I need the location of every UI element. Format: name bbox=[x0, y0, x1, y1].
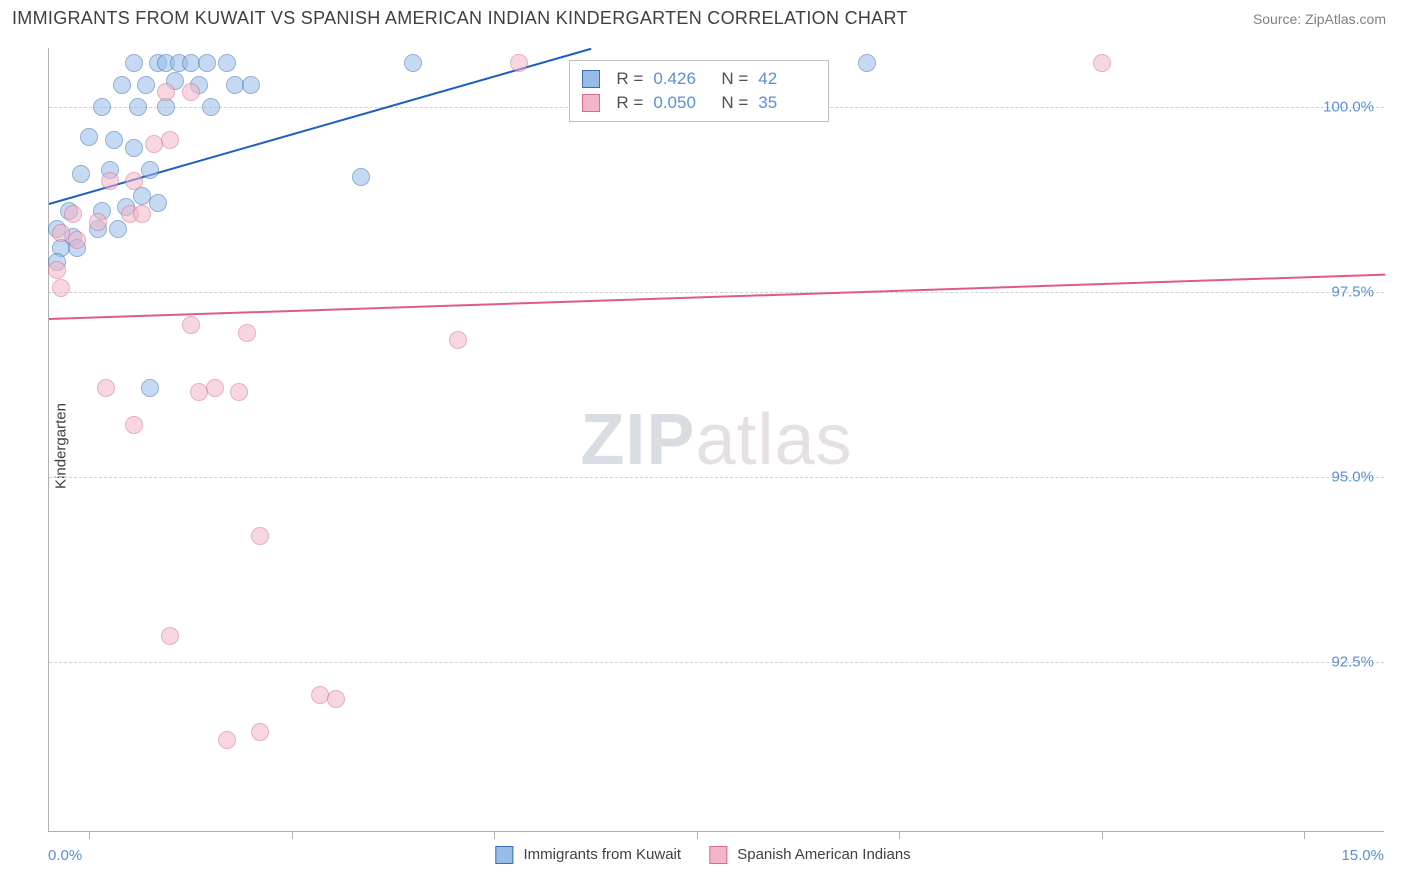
x-tick bbox=[292, 831, 293, 839]
bottom-legend: Immigrants from Kuwait Spanish American … bbox=[495, 846, 910, 864]
data-point bbox=[129, 98, 147, 116]
x-axis-min-label: 0.0% bbox=[48, 847, 82, 864]
legend-label-spanish: Spanish American Indians bbox=[737, 846, 910, 863]
data-point bbox=[141, 379, 159, 397]
y-tick-label: 95.0% bbox=[1331, 468, 1374, 485]
data-point bbox=[137, 76, 155, 94]
data-point bbox=[80, 128, 98, 146]
x-tick bbox=[1304, 831, 1305, 839]
correlation-row-kuwait: R = 0.426 N = 42 bbox=[582, 67, 816, 91]
watermark-part1: ZIP bbox=[580, 400, 695, 480]
data-point bbox=[97, 379, 115, 397]
data-point bbox=[311, 686, 329, 704]
correlation-legend: R = 0.426 N = 42 R = 0.050 N = 35 bbox=[569, 60, 829, 122]
data-point bbox=[238, 324, 256, 342]
legend-swatch-spanish bbox=[709, 846, 727, 864]
r-value-kuwait: 0.426 bbox=[653, 69, 711, 89]
data-point bbox=[198, 54, 216, 72]
data-point bbox=[101, 172, 119, 190]
data-point bbox=[404, 54, 422, 72]
correlation-swatch-kuwait bbox=[582, 70, 600, 88]
data-point bbox=[218, 54, 236, 72]
data-point bbox=[125, 416, 143, 434]
data-point bbox=[157, 83, 175, 101]
gridline-h bbox=[49, 662, 1384, 663]
correlation-swatch-spanish bbox=[582, 94, 600, 112]
x-tick bbox=[89, 831, 90, 839]
data-point bbox=[251, 723, 269, 741]
source-label: Source: bbox=[1253, 11, 1305, 27]
gridline-h bbox=[49, 292, 1384, 293]
data-point bbox=[125, 139, 143, 157]
data-point bbox=[72, 165, 90, 183]
gridline-h bbox=[49, 477, 1384, 478]
data-point bbox=[352, 168, 370, 186]
watermark-part2: atlas bbox=[695, 400, 852, 480]
data-point bbox=[133, 205, 151, 223]
data-point bbox=[125, 54, 143, 72]
data-point bbox=[48, 261, 66, 279]
scatter-chart: ZIPatlas 92.5% 95.0% 97.5% 100.0% bbox=[48, 48, 1384, 832]
data-point bbox=[109, 220, 127, 238]
x-tick bbox=[1102, 831, 1103, 839]
n-label: N = bbox=[721, 93, 748, 113]
data-point bbox=[327, 690, 345, 708]
chart-title: IMMIGRANTS FROM KUWAIT VS SPANISH AMERIC… bbox=[12, 8, 908, 29]
data-point bbox=[190, 383, 208, 401]
data-point bbox=[141, 161, 159, 179]
data-point bbox=[449, 331, 467, 349]
n-value-spanish: 35 bbox=[758, 93, 816, 113]
data-point bbox=[125, 172, 143, 190]
legend-item-spanish: Spanish American Indians bbox=[709, 846, 911, 864]
data-point bbox=[510, 54, 528, 72]
trend-line bbox=[49, 274, 1385, 320]
data-point bbox=[182, 83, 200, 101]
data-point bbox=[64, 205, 82, 223]
x-tick bbox=[697, 831, 698, 839]
data-point bbox=[202, 98, 220, 116]
data-point bbox=[105, 131, 123, 149]
data-point bbox=[230, 383, 248, 401]
data-point bbox=[68, 231, 86, 249]
data-point bbox=[218, 731, 236, 749]
r-value-spanish: 0.050 bbox=[653, 93, 711, 113]
data-point bbox=[113, 76, 131, 94]
data-point bbox=[251, 527, 269, 545]
watermark: ZIPatlas bbox=[580, 399, 852, 481]
n-label: N = bbox=[721, 69, 748, 89]
data-point bbox=[52, 279, 70, 297]
data-point bbox=[242, 76, 260, 94]
data-point bbox=[182, 316, 200, 334]
data-point bbox=[93, 98, 111, 116]
r-label: R = bbox=[616, 93, 643, 113]
data-point bbox=[145, 135, 163, 153]
correlation-row-spanish: R = 0.050 N = 35 bbox=[582, 91, 816, 115]
n-value-kuwait: 42 bbox=[758, 69, 816, 89]
data-point bbox=[858, 54, 876, 72]
data-point bbox=[149, 194, 167, 212]
y-tick-label: 100.0% bbox=[1323, 99, 1374, 116]
y-tick-label: 97.5% bbox=[1331, 284, 1374, 301]
data-point bbox=[1093, 54, 1111, 72]
data-point bbox=[206, 379, 224, 397]
data-point bbox=[89, 213, 107, 231]
legend-label-kuwait: Immigrants from Kuwait bbox=[524, 846, 682, 863]
x-tick bbox=[494, 831, 495, 839]
data-point bbox=[161, 131, 179, 149]
source-attribution: Source: ZipAtlas.com bbox=[1253, 11, 1386, 27]
x-tick bbox=[899, 831, 900, 839]
r-label: R = bbox=[616, 69, 643, 89]
y-tick-label: 92.5% bbox=[1331, 653, 1374, 670]
legend-swatch-kuwait bbox=[495, 846, 513, 864]
legend-item-kuwait: Immigrants from Kuwait bbox=[495, 846, 681, 864]
x-axis-max-label: 15.0% bbox=[1341, 847, 1384, 864]
data-point bbox=[161, 627, 179, 645]
source-name: ZipAtlas.com bbox=[1305, 11, 1386, 27]
